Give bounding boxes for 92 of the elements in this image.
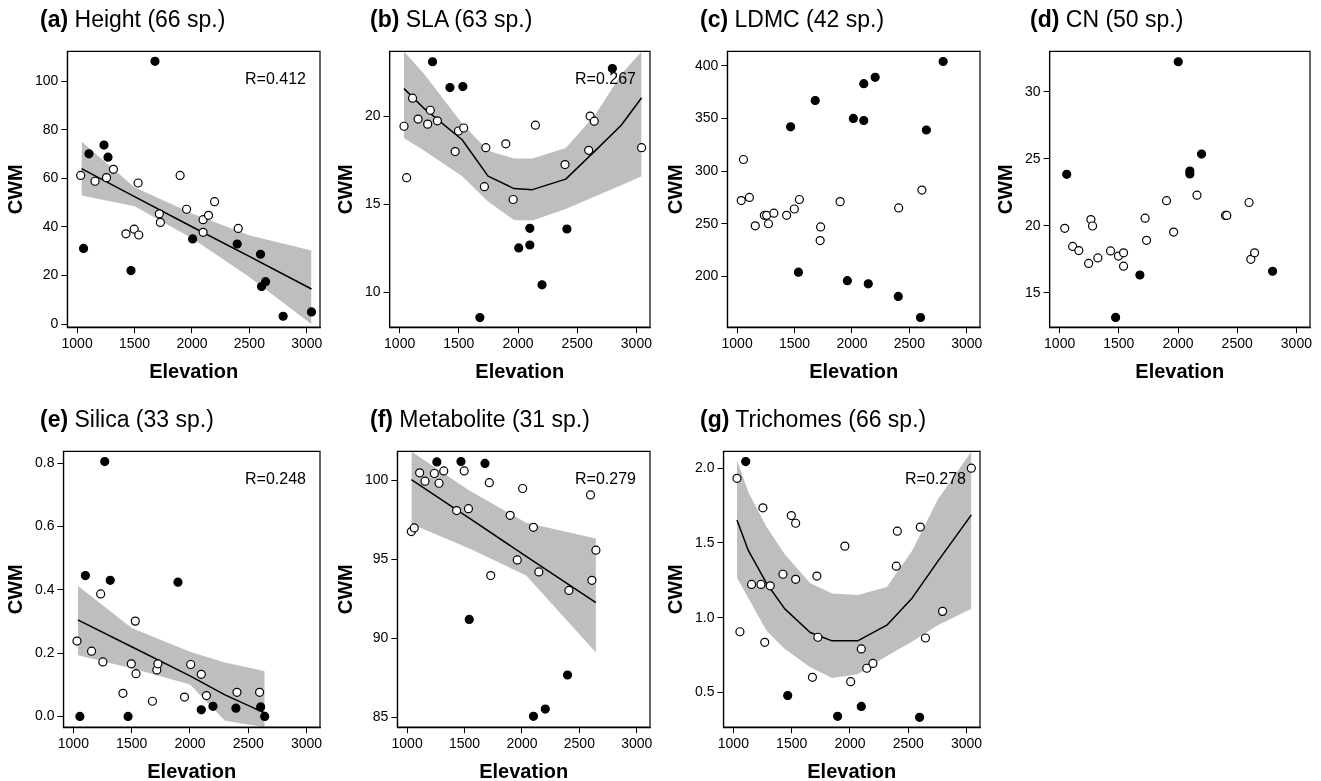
chart-title: (f) Metabolite (31 sp.) — [370, 406, 590, 433]
y-tick-label: 2.0 — [694, 459, 715, 476]
x-axis-title: Elevation — [149, 359, 239, 382]
x-axis-title: Elevation — [807, 759, 897, 781]
annotation: R=0.267 — [575, 69, 637, 87]
y-tick-label: 95 — [372, 550, 389, 567]
x-tick-label: 3000 — [951, 735, 983, 752]
annotation: R=0.248 — [245, 469, 307, 487]
x-tick-label: 1500 — [778, 335, 811, 352]
chart-title: (d) CN (50 sp.) — [1030, 6, 1184, 33]
x-tick-label: 1000 — [391, 735, 423, 752]
y-tick-label: 1.0 — [694, 608, 715, 625]
y-tick-label: 0.5 — [694, 683, 715, 700]
x-tick-label: 2000 — [502, 335, 534, 352]
chart-title: (g) Trichomes (66 sp.) — [700, 406, 927, 433]
x-axis-title: Elevation — [479, 759, 569, 781]
y-tick-label: 100 — [35, 71, 59, 88]
x-tick-label: 1000 — [57, 735, 90, 752]
y-tick-label: 20 — [1024, 216, 1041, 233]
x-tick-label: 3000 — [291, 735, 323, 752]
x-axis-title: Elevation — [147, 759, 237, 781]
y-tick-label: 0.2 — [34, 643, 55, 660]
annotation: R=0.412 — [245, 69, 307, 87]
y-tick-label: 0.8 — [34, 453, 55, 470]
x-tick-label: 1500 — [776, 735, 808, 752]
y-tick-label: 200 — [695, 267, 719, 284]
chart-title: (e) Silica (33 sp.) — [40, 406, 214, 433]
x-tick-label: 2000 — [1162, 335, 1194, 352]
y-tick-label: 25 — [1024, 149, 1041, 166]
y-axis-title: CWM — [333, 564, 356, 615]
y-tick-label: 15 — [364, 195, 381, 212]
x-tick-label: 2500 — [1221, 335, 1253, 352]
x-tick-label: 2000 — [174, 735, 206, 752]
x-tick-label: 2000 — [836, 335, 868, 352]
y-tick-label: 15 — [1024, 283, 1041, 300]
x-axis-title: Elevation — [1135, 359, 1225, 382]
y-tick-label: 80 — [42, 120, 59, 137]
y-tick-label: 90 — [372, 629, 389, 646]
y-tick-label: 100 — [365, 471, 389, 488]
y-tick-label: 250 — [695, 214, 719, 231]
x-tick-label: 1000 — [384, 335, 416, 352]
y-tick-label: 60 — [42, 169, 59, 186]
annotation: R=0.279 — [575, 469, 637, 487]
x-tick-label: 2000 — [176, 335, 208, 352]
x-tick-label: 1000 — [61, 335, 93, 352]
x-tick-label: 2500 — [561, 335, 593, 352]
x-tick-label: 2500 — [563, 735, 596, 752]
x-tick-label: 3000 — [620, 335, 653, 352]
x-tick-label: 3000 — [621, 735, 653, 752]
y-tick-label: 0.4 — [34, 580, 55, 597]
x-tick-label: 3000 — [1280, 335, 1313, 352]
y-tick-label: 0 — [50, 315, 59, 332]
y-tick-label: 350 — [695, 109, 719, 126]
y-tick-label: 30 — [1024, 82, 1041, 99]
y-tick-label: 0.6 — [34, 517, 55, 534]
y-tick-label: 400 — [695, 56, 719, 73]
chart-title: (c) LDMC (42 sp.) — [700, 6, 885, 33]
x-tick-label: 2500 — [892, 735, 925, 752]
x-tick-label: 2500 — [893, 335, 926, 352]
y-tick-label: 20 — [42, 266, 59, 283]
x-tick-label: 3000 — [291, 335, 323, 352]
x-tick-label: 2000 — [834, 735, 866, 752]
y-tick-label: 1.5 — [694, 533, 715, 550]
x-tick-label: 1500 — [443, 335, 475, 352]
x-tick-label: 1500 — [116, 735, 148, 752]
x-tick-label: 2500 — [233, 335, 266, 352]
chart-title: (b) SLA (63 sp.) — [370, 6, 533, 33]
y-axis-title: CWM — [3, 564, 26, 615]
x-tick-label: 3000 — [951, 335, 983, 352]
x-tick-label: 1500 — [1103, 335, 1135, 352]
x-axis-title: Elevation — [809, 359, 899, 382]
x-tick-label: 1000 — [717, 735, 750, 752]
chart-title: (a) Height (66 sp.) — [40, 6, 226, 33]
x-tick-label: 2000 — [506, 735, 538, 752]
x-tick-label: 1000 — [721, 335, 753, 352]
y-axis-title: CWM — [3, 164, 26, 215]
y-axis-title: CWM — [333, 164, 356, 215]
y-tick-label: 20 — [364, 107, 381, 124]
y-axis-title: CWM — [993, 164, 1016, 215]
y-tick-label: 10 — [364, 282, 381, 299]
annotation: R=0.278 — [905, 469, 967, 487]
y-tick-label: 300 — [695, 161, 719, 178]
y-tick-label: 40 — [42, 217, 59, 234]
x-tick-label: 1000 — [1044, 335, 1076, 352]
x-axis-title: Elevation — [475, 359, 565, 382]
x-tick-label: 1500 — [448, 735, 481, 752]
y-tick-label: 0.0 — [34, 707, 55, 724]
y-axis-title: CWM — [663, 564, 686, 615]
y-tick-label: 85 — [372, 707, 389, 724]
x-tick-label: 1500 — [118, 335, 151, 352]
x-tick-label: 2500 — [232, 735, 265, 752]
y-axis-title: CWM — [663, 164, 686, 215]
